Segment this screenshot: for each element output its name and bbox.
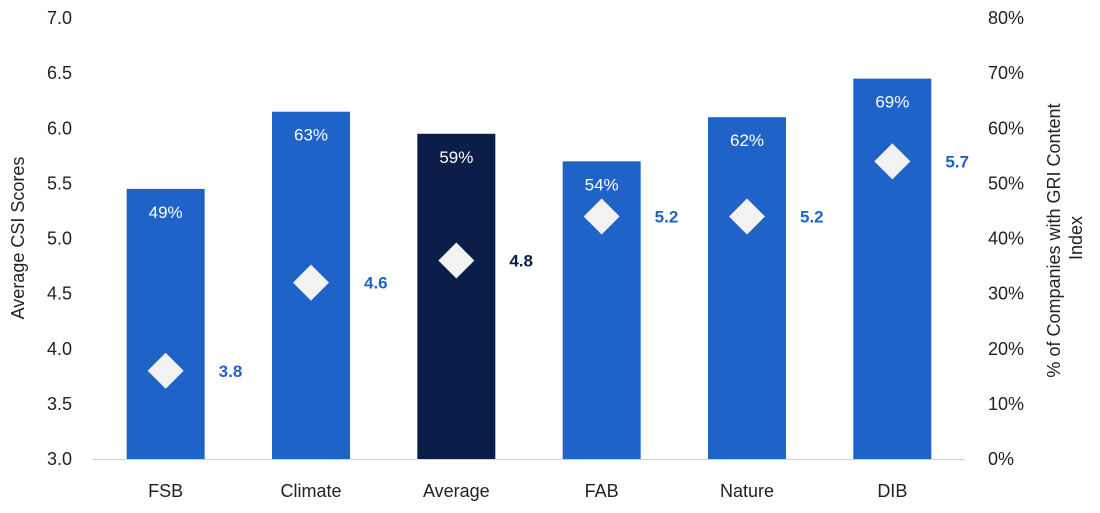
left-tick-label: 3.0: [47, 449, 72, 469]
right-tick-label: 20%: [988, 339, 1024, 359]
score-marker-diamond: [583, 198, 620, 235]
right-tick-label: 70%: [988, 63, 1024, 83]
left-tick-label: 6.0: [47, 118, 72, 138]
bar-value-labels: 49% 63% 59% 54% 62% 69%: [149, 93, 910, 222]
bar: [708, 117, 786, 459]
bar-value-label: 69%: [875, 93, 909, 112]
category-label: Average: [423, 481, 490, 501]
right-tick-label: 30%: [988, 284, 1024, 304]
left-axis-title: Average CSI Scores: [8, 157, 28, 320]
right-axis-ticks: 0% 10% 20% 30% 40% 50% 60% 70% 80%: [988, 8, 1024, 469]
score-value-label: 5.2: [655, 207, 679, 226]
score-value-label: 4.8: [509, 252, 533, 271]
right-axis-title-line-2: Index: [1066, 216, 1086, 260]
bar: [417, 133, 496, 459]
left-tick-label: 4.5: [47, 284, 72, 304]
left-tick-label: 7.0: [47, 8, 72, 28]
category-label: DIB: [877, 481, 907, 501]
bar-value-label: 59%: [439, 148, 473, 167]
right-tick-label: 60%: [988, 118, 1024, 138]
score-value-label: 5.7: [945, 152, 969, 171]
category-label: Nature: [720, 481, 774, 501]
score-marker-diamond: [874, 143, 911, 180]
score-value-label: 5.2: [800, 207, 824, 226]
score-markers: [147, 143, 911, 389]
bar-value-label: 49%: [149, 203, 183, 222]
bar: [126, 188, 205, 459]
score-marker-diamond: [438, 242, 475, 279]
right-tick-label: 10%: [988, 394, 1024, 414]
bar-value-label: 54%: [585, 175, 619, 194]
score-marker-diamond: [147, 352, 184, 389]
right-tick-label: 40%: [988, 229, 1024, 249]
score-value-label: 3.8: [219, 362, 243, 381]
score-value-labels: 3.8 4.6 4.8 5.2 5.2 5.7: [219, 152, 969, 380]
category-labels: FSB Climate Average FAB Nature DIB: [148, 481, 907, 501]
right-tick-label: 80%: [988, 8, 1024, 28]
right-axis-title-line-1: % of Companies with GRI Content: [1044, 103, 1064, 377]
left-tick-label: 5.0: [47, 229, 72, 249]
right-tick-label: 0%: [988, 449, 1014, 469]
left-tick-label: 4.0: [47, 339, 72, 359]
score-marker-diamond: [293, 264, 329, 301]
category-label: FSB: [148, 481, 183, 501]
bar-value-label: 63%: [294, 126, 328, 145]
right-axis-title: % of Companies with GRI Content Index: [1044, 98, 1086, 377]
left-tick-label: 5.5: [47, 173, 72, 193]
left-tick-label: 6.5: [47, 63, 72, 83]
category-label: Climate: [280, 481, 341, 501]
score-marker-diamond: [729, 198, 765, 235]
left-axis-ticks: 3.0 3.5 4.0 4.5 5.0 5.5 6.0 6.5 7.0: [47, 8, 72, 469]
left-tick-label: 3.5: [47, 394, 72, 414]
category-label: FAB: [585, 481, 619, 501]
bar-value-label: 62%: [730, 131, 764, 150]
score-value-label: 4.6: [364, 274, 388, 293]
bar: [853, 78, 932, 459]
right-tick-label: 50%: [988, 173, 1024, 193]
